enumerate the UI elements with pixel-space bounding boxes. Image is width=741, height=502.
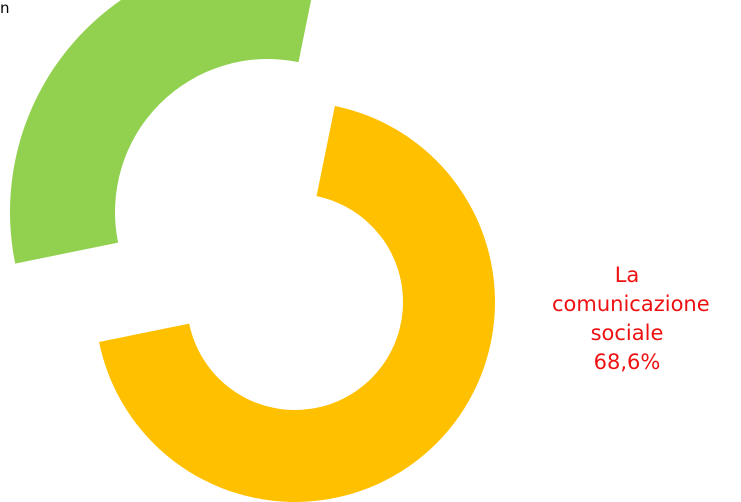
- slice-value: 68,6%: [593, 350, 661, 374]
- slice-label-line: La: [614, 263, 640, 287]
- slice-label-line: comunicazione: [552, 292, 710, 316]
- donut-slice-1: [99, 106, 496, 502]
- clipped-label-fragment: n: [0, 0, 10, 17]
- slice-label-comunicazione-sociale: La comunicazione sociale 68,6%: [552, 261, 710, 377]
- donut-slice-2: [10, 0, 312, 264]
- donut-slices: [10, 0, 496, 502]
- slice-label-line: sociale: [590, 321, 664, 345]
